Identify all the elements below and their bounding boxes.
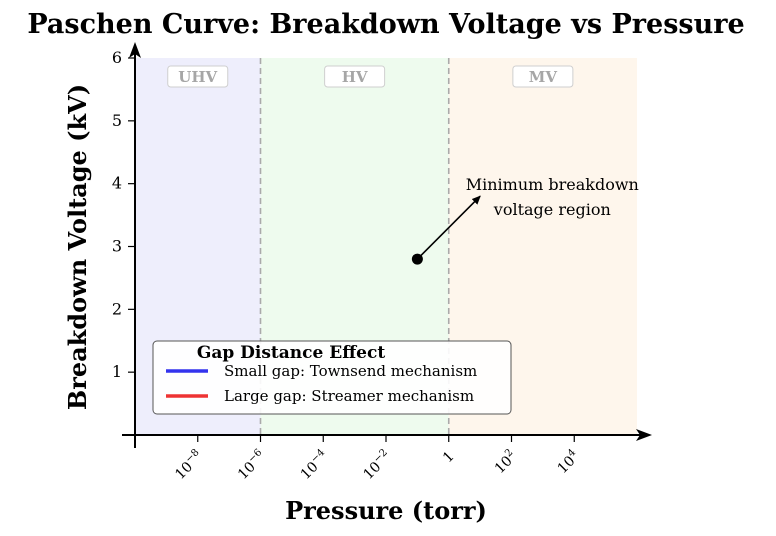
x-axis-label: Pressure (torr) bbox=[285, 496, 487, 525]
y-tick-label: 4 bbox=[112, 174, 122, 193]
annotation-text-line: Minimum breakdown bbox=[466, 175, 639, 194]
y-tick-label: 5 bbox=[112, 111, 122, 130]
x-tick-label: 10−4 bbox=[296, 447, 332, 483]
region-label-uhv: UHV bbox=[178, 68, 217, 86]
chart-title: Paschen Curve: Breakdown Voltage vs Pres… bbox=[27, 9, 744, 40]
x-tick-label: 10−8 bbox=[171, 447, 207, 483]
legend-entry-large-gap: Large gap: Streamer mechanism bbox=[224, 387, 474, 405]
legend-box bbox=[152, 340, 512, 415]
x-tick-label: 10−2 bbox=[359, 447, 395, 483]
x-axis-arrowhead bbox=[636, 429, 652, 441]
legend: Gap Distance Effect Small gap: Townsend … bbox=[152, 340, 512, 415]
x-tick-label: 104 bbox=[553, 447, 583, 477]
region-label-box-uhv bbox=[167, 65, 229, 88]
y-axis-arrowhead bbox=[129, 42, 141, 58]
region-label-box-mv bbox=[512, 65, 574, 88]
region-label-mv: MV bbox=[529, 68, 558, 86]
x-tick-label: 1 bbox=[440, 449, 458, 467]
y-axis-label: Breakdown Voltage (kV) bbox=[63, 84, 92, 410]
legend-title: Gap Distance Effect bbox=[197, 343, 386, 363]
y-tick-label: 1 bbox=[112, 362, 122, 381]
region-label-box-hv bbox=[324, 65, 386, 88]
minimum-point bbox=[411, 253, 423, 265]
annotation-text-line: voltage region bbox=[493, 200, 611, 219]
x-tick-label: 102 bbox=[490, 447, 520, 477]
x-tick-label: 10−6 bbox=[234, 447, 270, 483]
region-label-hv: HV bbox=[342, 68, 368, 86]
legend-entry-small-gap: Small gap: Townsend mechanism bbox=[224, 362, 477, 380]
annotation-arrow bbox=[416, 195, 481, 260]
y-tick-label: 6 bbox=[112, 48, 122, 67]
y-tick-label: 2 bbox=[112, 299, 122, 318]
y-tick-label: 3 bbox=[112, 237, 122, 256]
